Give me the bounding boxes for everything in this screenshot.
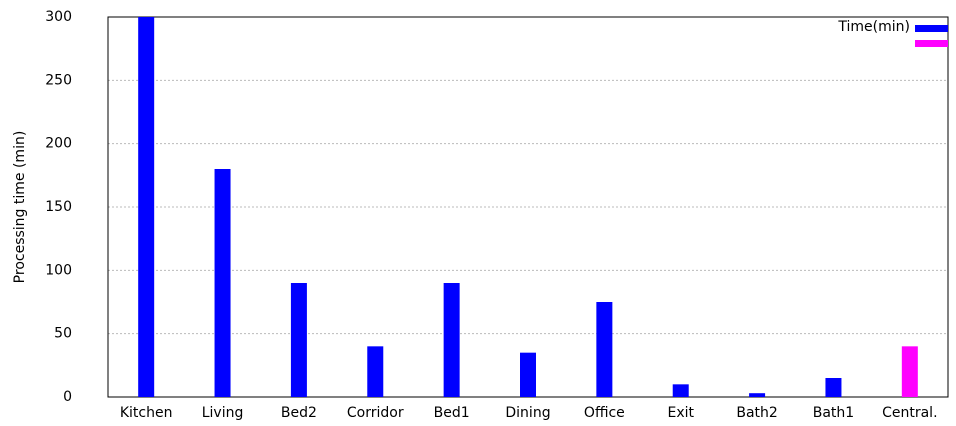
bar [520, 352, 536, 397]
y-tick-label: 100 [45, 262, 72, 278]
bar [749, 393, 766, 397]
y-tick-label: 0 [63, 389, 72, 405]
x-tick-label: Bed2 [281, 405, 317, 421]
x-tick-label: Bath1 [813, 405, 854, 421]
x-tick-label: Central. [882, 405, 937, 421]
bar [443, 283, 460, 397]
x-tick-label: Bed1 [434, 405, 470, 421]
x-tick-label: Exit [667, 405, 694, 421]
bar [672, 384, 689, 397]
y-tick-label: 50 [54, 326, 72, 342]
bar [596, 302, 613, 397]
x-tick-label: Bath2 [736, 405, 777, 421]
y-tick-label: 250 [45, 72, 72, 88]
x-tick-label: Kitchen [120, 405, 173, 421]
bar [825, 378, 842, 397]
y-tick-label: 300 [45, 9, 72, 25]
legend-label: Time(min) [837, 19, 910, 35]
bar [901, 346, 918, 397]
y-axis-label: Processing time (min) [12, 131, 28, 284]
bar [367, 346, 384, 397]
y-tick-label: 150 [45, 199, 72, 215]
x-tick-label: Office [584, 405, 625, 421]
y-tick-label: 200 [45, 136, 72, 152]
x-tick-label: Corridor [347, 405, 404, 421]
bar [290, 283, 307, 397]
bar [214, 169, 231, 397]
legend-swatch [915, 25, 948, 32]
x-tick-label: Dining [505, 405, 550, 421]
legend-swatch [915, 40, 948, 47]
bar [138, 17, 155, 397]
x-tick-label: Living [202, 405, 244, 421]
